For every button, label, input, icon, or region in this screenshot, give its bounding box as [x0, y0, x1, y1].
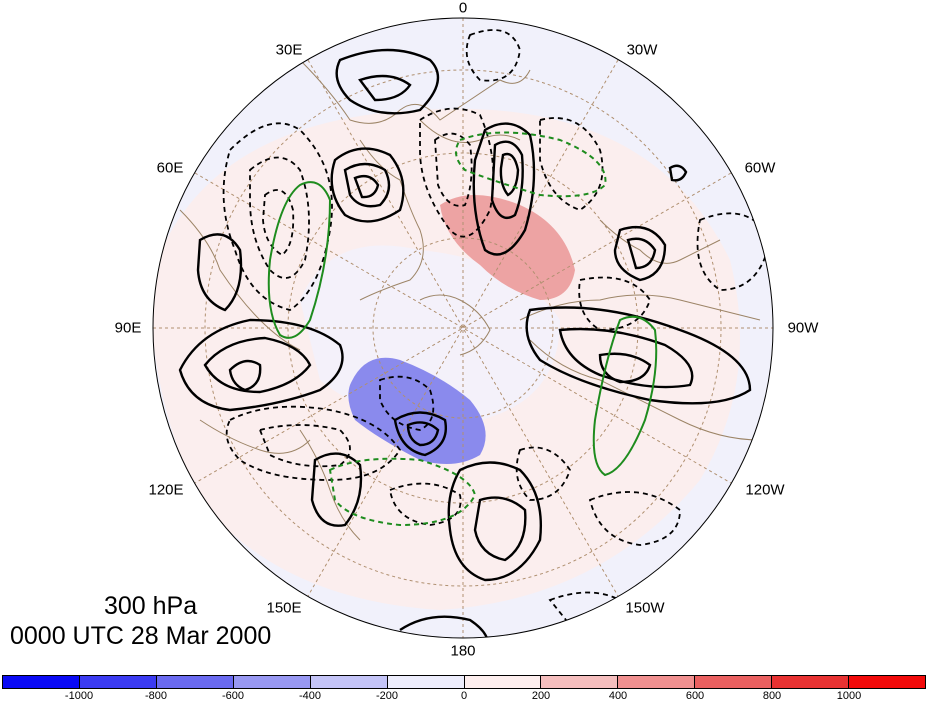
- colorbar-box: [541, 675, 619, 689]
- colorbar-box: [79, 675, 157, 689]
- colorbar-box: [310, 675, 388, 689]
- colorbar-box: [695, 675, 773, 689]
- positive-anomaly-patch: [440, 195, 575, 300]
- pressure-level-label: 300 hPa: [104, 592, 198, 620]
- colorbar-box: [2, 675, 80, 689]
- colorbar-tick-label: 200: [531, 690, 551, 702]
- colorbar-box: [772, 675, 850, 689]
- longitude-label-90w: 90W: [787, 319, 819, 337]
- longitude-label-150w: 150W: [625, 599, 665, 617]
- green-contours: [267, 131, 658, 527]
- positive-contours: [178, 48, 752, 638]
- negative-anomaly-patch: [348, 357, 486, 464]
- colorbar: [2, 675, 927, 689]
- colorbar-tick-label: 600: [685, 690, 705, 702]
- longitude-label-30e: 30E: [275, 41, 303, 59]
- colorbar-tick-label: 400: [608, 690, 628, 702]
- colorbar-tick-label: 1000: [836, 690, 862, 702]
- colorbar-box: [464, 675, 542, 689]
- longitude-label-150e: 150E: [266, 599, 302, 617]
- colorbar-tick-label: -200: [375, 690, 399, 702]
- colorbar-tick-label: -1000: [64, 690, 94, 702]
- longitude-label-60w: 60W: [744, 159, 776, 177]
- colorbar-box: [387, 675, 465, 689]
- longitude-label-0: 0: [458, 0, 468, 17]
- colorbar-tick-label: -800: [144, 690, 168, 702]
- colorbar-tick-label: -600: [221, 690, 245, 702]
- map-boundary: [152, 17, 774, 639]
- colorbar-box: [618, 675, 696, 689]
- longitude-label-30w: 30W: [626, 41, 658, 59]
- colorbar-box: [156, 675, 234, 689]
- colorbar-tick-label: 0: [460, 690, 468, 702]
- colorbar-box: [233, 675, 311, 689]
- valid-time-label: 0000 UTC 28 Mar 2000: [10, 622, 272, 650]
- longitude-label-60e: 60E: [156, 159, 184, 177]
- graticule: [153, 18, 773, 638]
- longitude-label-90e: 90E: [114, 319, 142, 337]
- longitude-label-120w: 120W: [745, 481, 785, 499]
- colorbar-tick-label: -400: [298, 690, 322, 702]
- colorbar-tick-label: 800: [762, 690, 782, 702]
- coastlines: [179, 59, 761, 541]
- longitude-label-180: 180: [450, 642, 476, 660]
- polar-stereographic-map: [152, 17, 774, 639]
- negative-contours: [222, 29, 771, 626]
- colorbar-box: [849, 675, 927, 689]
- longitude-label-120e: 120E: [148, 481, 184, 499]
